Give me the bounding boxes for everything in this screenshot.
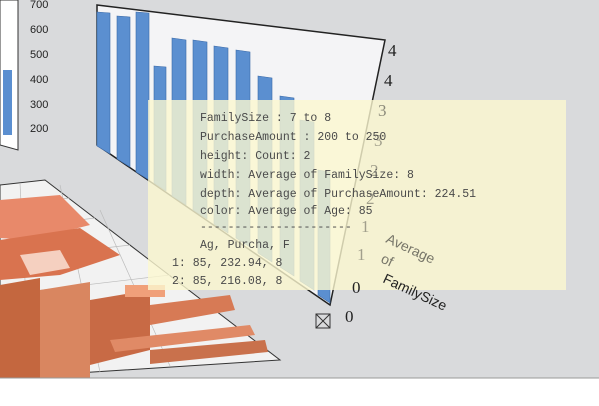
axis-tick-label: 0 (352, 278, 361, 297)
bar (96, 11, 111, 155)
left-bar (3, 70, 12, 135)
close-icon[interactable] (315, 313, 331, 329)
axis-tick-label: 600 (30, 24, 48, 36)
axis-tick-label: 1 (357, 245, 366, 264)
bar (116, 15, 131, 168)
tooltip-line: width: Average of FamilySize: 8 (200, 169, 414, 182)
axis-tick-label: 500 (30, 49, 48, 61)
axis-tick-label: 400 (30, 74, 48, 86)
axis-tick-label: 300 (30, 99, 48, 111)
axis-tick-label: 3 (378, 101, 387, 120)
axis-tick-label: 200 (30, 123, 48, 135)
tooltip-line: PurchaseAmount : 200 to 250 (200, 131, 386, 144)
axis-tick-label: 0 (345, 307, 354, 326)
axis-tick-label: 4 (388, 41, 397, 60)
bar (135, 11, 150, 181)
tooltip-line: height: Count: 2 (200, 150, 311, 163)
tooltip-line: color: Average of Age: 85 (200, 205, 373, 218)
tooltip-row: 2: 85, 216.08, 8 (172, 275, 283, 288)
tooltip-line: ---------------------- (200, 221, 352, 234)
tooltip-row: 1: 85, 232.94, 8 (172, 257, 283, 270)
floor-boxes (0, 195, 268, 378)
axis-tick-label: 2 (366, 189, 375, 208)
axis-tick-label: 700 (30, 0, 48, 11)
tooltip-table-header: Ag, Purcha, F (200, 239, 290, 252)
tooltip-text: FamilySize : 7 to 8 PurchaseAmount : 200… (172, 112, 476, 288)
left-axis: 700 600 500 400 300 200 (30, 0, 48, 135)
tooltip-line: FamilySize : 7 to 8 (200, 112, 331, 125)
tooltip (148, 100, 566, 290)
tooltip-line: depth: Average of PurchaseAmount: 224.51 (200, 188, 476, 201)
axis-tick-label: 2 (370, 161, 379, 180)
axis-tick-label: 3 (374, 131, 383, 150)
axis-tick-label: 1 (361, 217, 370, 236)
axis-tick-label: 4 (384, 71, 393, 90)
